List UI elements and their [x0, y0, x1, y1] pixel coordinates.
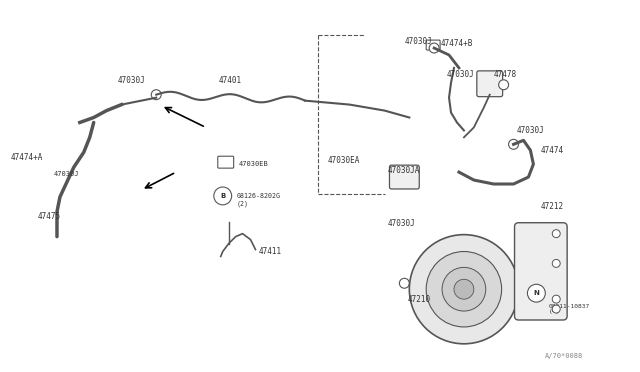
Circle shape — [410, 235, 518, 344]
Text: B: B — [220, 193, 225, 199]
Text: 47475: 47475 — [37, 212, 60, 221]
Text: 47030J: 47030J — [516, 126, 544, 135]
FancyBboxPatch shape — [477, 71, 502, 97]
Text: 47210: 47210 — [407, 295, 431, 304]
Text: 47478: 47478 — [493, 70, 517, 79]
FancyBboxPatch shape — [390, 165, 419, 189]
FancyBboxPatch shape — [218, 156, 234, 168]
Text: 47030J: 47030J — [118, 76, 145, 85]
Circle shape — [552, 230, 560, 238]
Circle shape — [499, 80, 509, 90]
Text: 47474+B: 47474+B — [441, 39, 474, 48]
Circle shape — [399, 278, 410, 288]
Text: 47030J: 47030J — [387, 219, 415, 228]
Circle shape — [509, 140, 518, 149]
Circle shape — [151, 90, 161, 100]
Text: 47030J: 47030J — [404, 36, 432, 46]
Text: 47411: 47411 — [259, 247, 282, 256]
Circle shape — [429, 43, 439, 53]
Circle shape — [442, 267, 486, 311]
Circle shape — [552, 295, 560, 303]
FancyBboxPatch shape — [426, 40, 440, 50]
Text: 08126-8202G
(2): 08126-8202G (2) — [237, 193, 280, 206]
Text: N: N — [533, 290, 540, 296]
Text: 47030EB: 47030EB — [239, 161, 268, 167]
Text: 47474+A: 47474+A — [10, 153, 43, 162]
Text: 47030JA: 47030JA — [387, 166, 420, 174]
Circle shape — [552, 305, 560, 313]
Text: 47030J: 47030J — [54, 171, 79, 177]
Text: 47212: 47212 — [540, 202, 563, 211]
Circle shape — [454, 279, 474, 299]
Text: A/70*0088: A/70*0088 — [545, 353, 583, 359]
Circle shape — [214, 187, 232, 205]
Text: 47030J: 47030J — [447, 70, 475, 79]
Text: 47474: 47474 — [540, 146, 563, 155]
Circle shape — [527, 284, 545, 302]
Text: 47401: 47401 — [219, 76, 242, 85]
Circle shape — [552, 259, 560, 267]
Text: 47030EA: 47030EA — [328, 156, 360, 165]
Circle shape — [426, 251, 502, 327]
Text: 08911-10837
(4): 08911-10837 (4) — [548, 304, 589, 314]
FancyBboxPatch shape — [515, 223, 567, 320]
